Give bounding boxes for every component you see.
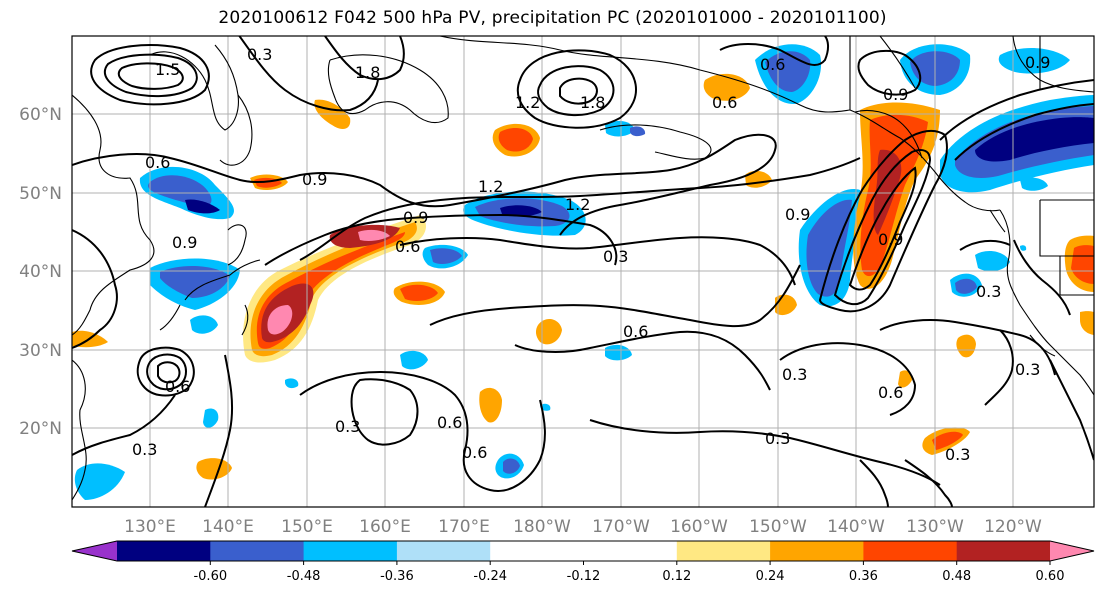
contour-label: 0.3 bbox=[335, 417, 360, 436]
contour-label: 1.2 bbox=[478, 177, 503, 196]
contour-label: 0.9 bbox=[878, 230, 903, 249]
contour-label: 0.9 bbox=[403, 208, 428, 227]
contour-label: 0.3 bbox=[603, 247, 628, 266]
contour-label: 1.8 bbox=[580, 93, 605, 112]
contour-label: 0.6 bbox=[712, 93, 737, 112]
contour-label: 0.6 bbox=[165, 377, 190, 396]
colorbar-tick-label: 0.60 bbox=[1036, 569, 1065, 584]
lon-label: 160°E bbox=[359, 517, 411, 537]
colorbar-cell bbox=[396, 541, 491, 561]
colorbar-tick-label: 0.24 bbox=[756, 569, 785, 584]
lon-label: 170°E bbox=[438, 517, 490, 537]
colorbar-cell bbox=[956, 541, 1051, 561]
colorbar-extend-high bbox=[1050, 541, 1094, 561]
contour-label: 0.6 bbox=[760, 55, 785, 74]
lon-label: 180°W bbox=[513, 517, 571, 537]
precipitation-shading bbox=[72, 44, 1094, 500]
colorbar-cell bbox=[770, 541, 864, 561]
colorbar-outline bbox=[71, 540, 1095, 562]
colorbar: -0.60 -0.48 -0.36 -0.24 -0.12 0.12 0.24 0.36 0.4… bbox=[71, 540, 1095, 584]
contour-label: 0.9 bbox=[302, 170, 327, 189]
colorbar-tick-label: 0.12 bbox=[662, 569, 691, 584]
lon-label: 170°W bbox=[592, 517, 650, 537]
contour-label: 1.8 bbox=[355, 63, 380, 82]
colorbar-tick-label: -0.12 bbox=[567, 569, 601, 584]
colorbar-cell bbox=[863, 541, 958, 561]
contour-label: 1.2 bbox=[515, 93, 540, 112]
colorbar-tick-label: 0.48 bbox=[942, 569, 971, 584]
lat-label: 40°N bbox=[19, 262, 62, 282]
coastlines bbox=[72, 36, 1094, 501]
contour-label: 0.6 bbox=[878, 383, 903, 402]
contour-label: 0.9 bbox=[172, 233, 197, 252]
contour-label: 0.6 bbox=[395, 237, 420, 256]
contour-label: 0.3 bbox=[976, 282, 1001, 301]
lat-label: 50°N bbox=[19, 184, 62, 204]
longitude-labels: 130°E 140°E 150°E 160°E 170°E 180°W 170°… bbox=[124, 517, 1042, 537]
pv-contours bbox=[72, 36, 1094, 507]
contour-label: 1.2 bbox=[565, 195, 590, 214]
colorbar-cell bbox=[490, 541, 584, 561]
colorbar-cell bbox=[210, 541, 305, 561]
colorbar-cell bbox=[583, 541, 678, 561]
colorbar-cell bbox=[303, 541, 398, 561]
lon-label: 120°W bbox=[984, 517, 1042, 537]
latitude-labels: 60°N 50°N 40°N 30°N 20°N bbox=[19, 105, 62, 439]
contour-label: 0.3 bbox=[132, 440, 157, 459]
lon-label: 150°E bbox=[281, 517, 333, 537]
lat-label: 60°N bbox=[19, 105, 62, 125]
contour-label: 0.6 bbox=[462, 443, 487, 462]
colorbar-extend-low bbox=[72, 541, 117, 561]
lat-label: 30°N bbox=[19, 341, 62, 361]
map-title: 2020100612 F042 500 hPa PV, precipitatio… bbox=[218, 8, 887, 28]
colorbar-cell bbox=[117, 541, 211, 561]
colorbar-tick-label: 0.36 bbox=[849, 569, 878, 584]
colorbar-tick-label: -0.36 bbox=[380, 569, 414, 584]
lon-label: 160°W bbox=[670, 517, 728, 537]
lon-label: 130°W bbox=[906, 517, 964, 537]
lon-label: 140°E bbox=[202, 517, 254, 537]
contour-label: 0.3 bbox=[1015, 360, 1040, 379]
lat-label: 20°N bbox=[19, 419, 62, 439]
contour-label: 0.6 bbox=[623, 322, 648, 341]
colorbar-tick-label: -0.24 bbox=[473, 569, 507, 584]
contour-label: 0.3 bbox=[247, 45, 272, 64]
contour-label: 0.6 bbox=[145, 153, 170, 172]
lon-label: 140°W bbox=[827, 517, 885, 537]
lon-label: 130°E bbox=[124, 517, 176, 537]
contour-labels: 0.3 1.5 1.8 1.8 1.2 0.6 0.6 0.9 0.9 0.6 … bbox=[132, 45, 1050, 464]
map-area: 0.3 1.5 1.8 1.8 1.2 0.6 0.6 0.9 0.9 0.6 … bbox=[72, 36, 1094, 507]
contour-label: 0.9 bbox=[785, 205, 810, 224]
contour-label: 0.3 bbox=[765, 429, 790, 448]
contour-label: 1.5 bbox=[155, 60, 180, 79]
colorbar-tick-label: -0.48 bbox=[287, 569, 321, 584]
contour-label: 0.9 bbox=[1025, 53, 1050, 72]
contour-label: 0.3 bbox=[945, 445, 970, 464]
graticule bbox=[72, 36, 1094, 507]
contour-label: 0.6 bbox=[437, 413, 462, 432]
contour-label: 0.9 bbox=[883, 85, 908, 104]
contour-label: 0.3 bbox=[782, 365, 807, 384]
colorbar-cell bbox=[676, 541, 771, 561]
lon-label: 150°W bbox=[749, 517, 807, 537]
colorbar-tick-label: -0.60 bbox=[193, 569, 227, 584]
map-frame bbox=[71, 35, 1095, 508]
